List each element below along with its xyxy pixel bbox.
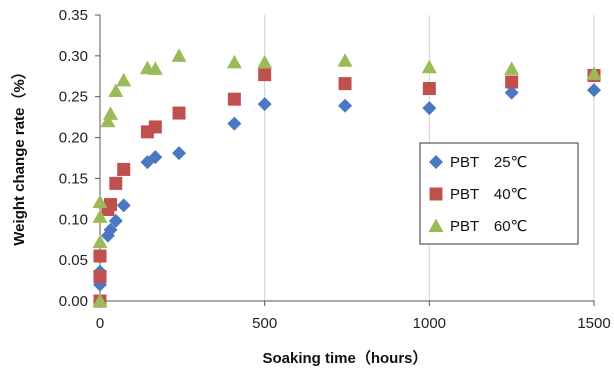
data-point bbox=[93, 269, 107, 283]
data-points bbox=[92, 48, 602, 308]
data-point bbox=[172, 146, 187, 161]
data-point bbox=[117, 162, 131, 176]
data-point bbox=[172, 106, 186, 120]
data-point bbox=[108, 83, 124, 97]
legend-marker bbox=[429, 187, 443, 201]
data-point bbox=[338, 77, 352, 91]
y-tick-labels: 0.00 0.05 0.10 0.15 0.20 0.25 0.30 0.35 bbox=[59, 7, 88, 310]
legend-box bbox=[419, 142, 579, 245]
data-point bbox=[109, 176, 123, 190]
data-point bbox=[116, 198, 131, 213]
data-point bbox=[505, 75, 519, 89]
data-point bbox=[586, 66, 602, 80]
y-tick-label: 0.05 bbox=[59, 252, 88, 269]
data-point bbox=[171, 48, 187, 62]
data-point bbox=[226, 54, 242, 69]
legend-marker bbox=[429, 155, 443, 169]
y-tick-label: 0.10 bbox=[59, 211, 88, 228]
data-point bbox=[148, 150, 163, 165]
y-tick-label: 0.30 bbox=[59, 48, 88, 65]
y-tick-label: 0.15 bbox=[59, 170, 88, 187]
data-point bbox=[92, 194, 108, 209]
data-point bbox=[422, 82, 436, 96]
legend-marker bbox=[428, 218, 444, 232]
data-point bbox=[93, 249, 107, 263]
data-point bbox=[422, 101, 437, 116]
y-axis-title: Weight change rate（%） bbox=[10, 64, 28, 245]
x-axis-title: Soaking time（hours） bbox=[262, 349, 427, 367]
series-triangle bbox=[92, 48, 602, 307]
data-point bbox=[421, 59, 437, 74]
legend: PBT 25℃ PBT 40℃ PBT 60℃ bbox=[419, 142, 579, 245]
data-point bbox=[587, 83, 601, 98]
data-point bbox=[92, 209, 108, 223]
data-point bbox=[148, 120, 162, 134]
data-point bbox=[92, 234, 108, 249]
x-tick-label: 1500 bbox=[577, 315, 610, 332]
data-point bbox=[116, 72, 132, 87]
data-point bbox=[338, 98, 353, 113]
y-tick-label: 0.25 bbox=[59, 89, 88, 106]
x-tick-label: 1000 bbox=[413, 315, 446, 332]
data-point bbox=[103, 106, 119, 120]
legend-label: PBT 25℃ bbox=[450, 154, 527, 171]
data-point bbox=[92, 293, 108, 307]
data-point bbox=[227, 116, 242, 131]
data-point bbox=[337, 53, 353, 67]
x-tick-label: 500 bbox=[252, 315, 277, 332]
data-point bbox=[104, 198, 118, 212]
data-point bbox=[103, 222, 118, 237]
data-point bbox=[504, 85, 519, 100]
data-point bbox=[227, 92, 241, 106]
legend-label: PBT 40℃ bbox=[450, 186, 527, 203]
data-point bbox=[108, 213, 123, 228]
y-tick-label: 0.20 bbox=[59, 130, 88, 147]
data-point bbox=[258, 68, 272, 82]
x-tick-label: 0 bbox=[96, 315, 104, 332]
data-point bbox=[147, 61, 163, 75]
data-point bbox=[257, 54, 273, 69]
data-point bbox=[504, 61, 520, 75]
y-tick-label: 0.35 bbox=[59, 7, 88, 24]
data-point bbox=[100, 113, 116, 128]
y-tick-label: 0.00 bbox=[59, 293, 88, 310]
data-point bbox=[257, 97, 272, 112]
x-tick-labels: 0 500 1000 1500 bbox=[96, 315, 611, 332]
legend-label: PBT 60℃ bbox=[450, 218, 527, 235]
